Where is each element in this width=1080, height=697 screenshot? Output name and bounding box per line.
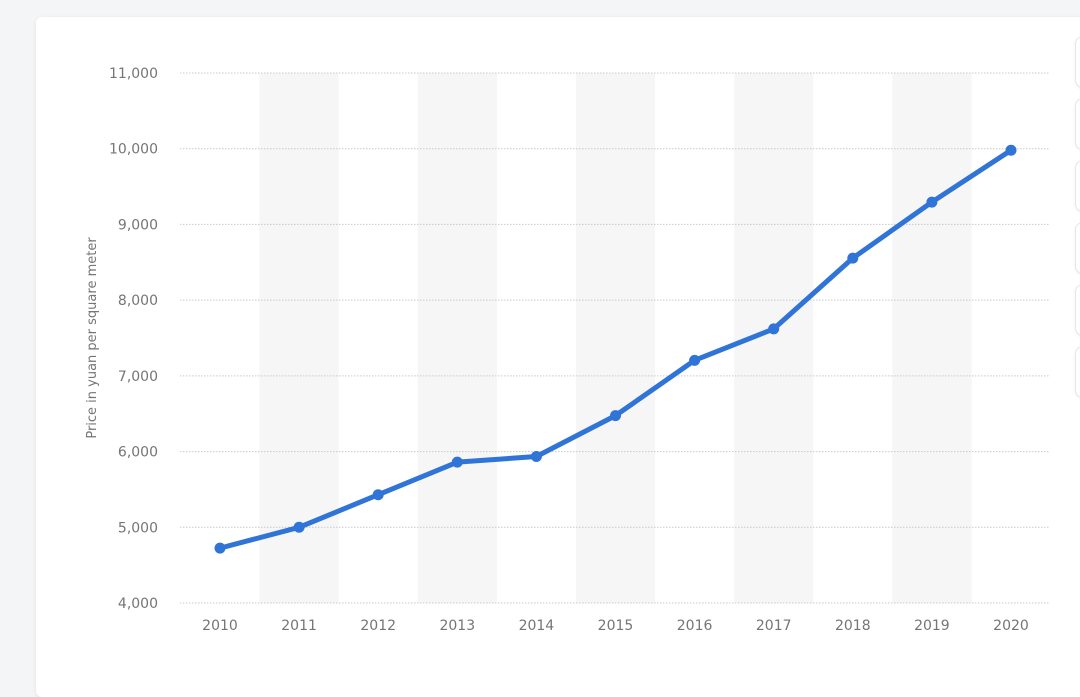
- series-group: [214, 144, 1017, 554]
- data-point-2016[interactable]: [689, 354, 701, 366]
- x-tick-label: 2010: [202, 618, 238, 634]
- x-tick-label: 2014: [519, 618, 555, 634]
- y-tick-label: 11,000: [109, 66, 158, 82]
- band-2015: [575, 73, 656, 603]
- data-point-2013[interactable]: [451, 456, 463, 468]
- y-tick-label: 9,000: [118, 217, 158, 233]
- gridlines: [180, 72, 1050, 604]
- x-tick-label: 2017: [756, 618, 792, 634]
- data-point-2015[interactable]: [610, 410, 621, 422]
- line-chart: 4,000 5,000 6,000 7,000 8,000 9,000 10,000 11,0…: [85, 66, 1050, 634]
- y-tick-label: 8,000: [118, 293, 158, 309]
- y-tick-label: 6,000: [118, 445, 158, 461]
- y-tick-label: 5,000: [118, 520, 158, 536]
- x-tick-label: 2011: [281, 618, 317, 634]
- y-tick-label: 10,000: [109, 142, 158, 158]
- data-point-2010[interactable]: [214, 542, 226, 554]
- x-tick-label: 2019: [914, 618, 950, 634]
- x-tick-label: 2018: [835, 618, 871, 634]
- x-tick-label: 2012: [360, 618, 396, 634]
- band-2013: [417, 73, 497, 603]
- data-point-2011[interactable]: [293, 521, 305, 533]
- data-point-2019[interactable]: [926, 196, 938, 208]
- x-tick-label: 2020: [993, 618, 1029, 634]
- x-tick-label: 2015: [598, 618, 634, 634]
- data-point-2018[interactable]: [847, 252, 859, 264]
- x-tick-label: 2013: [439, 618, 475, 634]
- alternating-bands: [259, 73, 972, 603]
- x-tick-label: 2016: [677, 618, 713, 634]
- data-point-2017[interactable]: [768, 323, 780, 335]
- y-tick-label: 7,000: [118, 369, 158, 385]
- band-2019: [892, 73, 972, 603]
- data-point-2014[interactable]: [530, 450, 542, 462]
- y-axis-ticks: 4,000 5,000 6,000 7,000 8,000 9,000 10,000 11,0…: [109, 66, 158, 612]
- data-point-2012[interactable]: [372, 489, 384, 501]
- y-axis-title: Price in yuan per square meter: [85, 237, 100, 439]
- y-tick-label: 4,000: [118, 596, 158, 612]
- data-point-2020[interactable]: [1005, 144, 1017, 156]
- x-axis-ticks: 2010 2011 2012 2013 2014 2015 2016 2017 2018 2019…: [202, 618, 1029, 634]
